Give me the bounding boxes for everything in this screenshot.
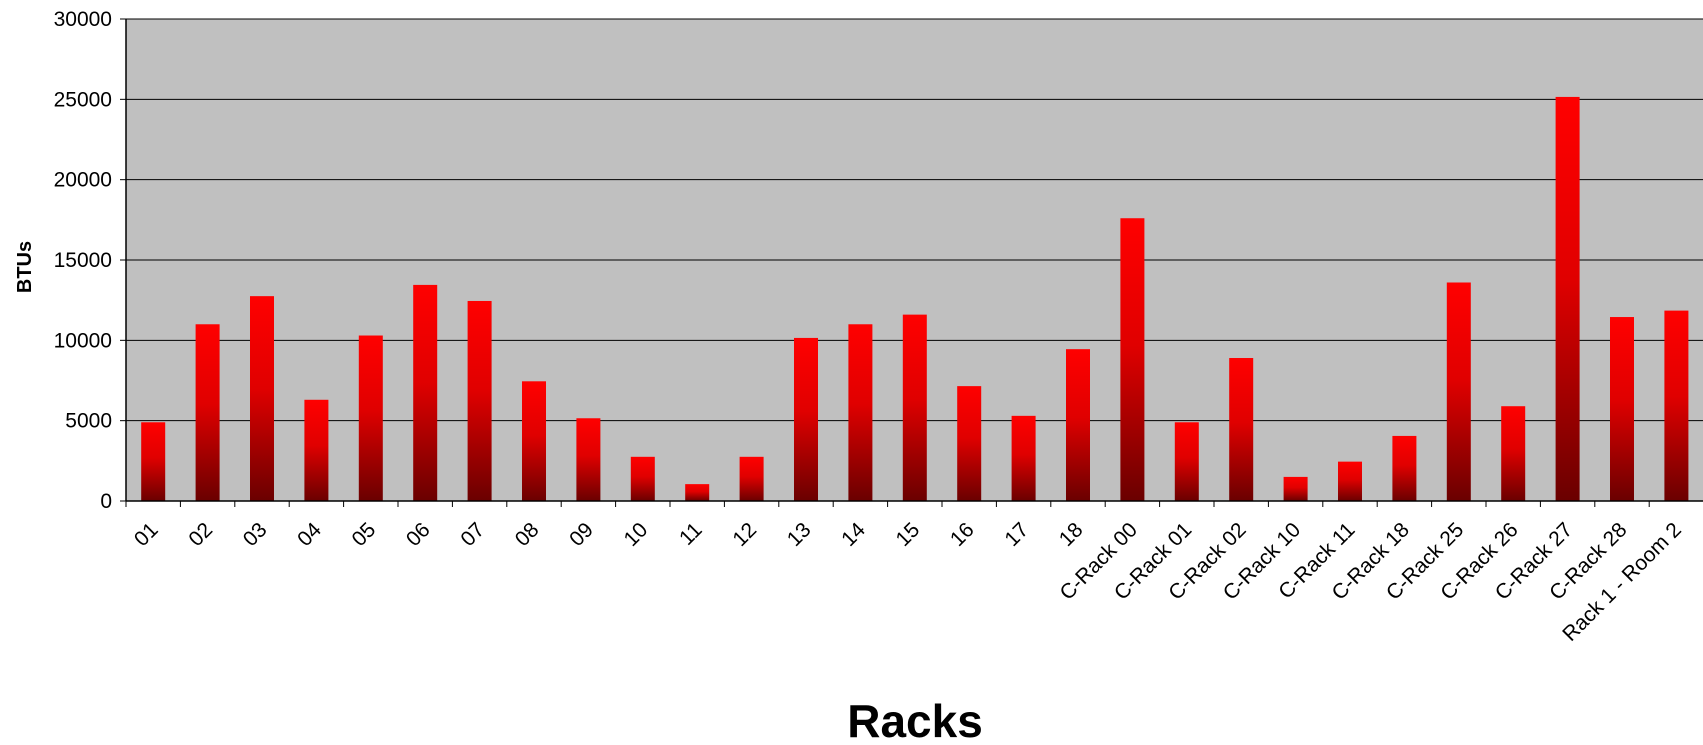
bar [304, 399, 329, 501]
bar [957, 386, 982, 501]
x-tick-label: 18 [1055, 518, 1088, 551]
x-tick-label: 11 [675, 518, 707, 550]
x-tick-label: 09 [565, 518, 598, 551]
y-tick-label: 30000 [54, 8, 112, 31]
bar [1555, 96, 1580, 501]
y-tick-label: 25000 [54, 88, 112, 111]
bar [902, 314, 927, 501]
bar [358, 335, 383, 501]
y-tick-label: 5000 [65, 410, 112, 433]
bar [576, 418, 601, 501]
x-tick-label: 03 [239, 518, 272, 551]
y-tick-label: 10000 [54, 329, 112, 352]
bar [195, 324, 220, 501]
y-axis-title: BTUs [14, 241, 36, 293]
bar [250, 296, 274, 501]
x-tick-label: 01 [130, 518, 163, 551]
bar [1392, 435, 1417, 501]
x-tick-label: 08 [511, 518, 544, 551]
bar [1446, 282, 1471, 501]
y-tick-label: 0 [100, 490, 112, 513]
bar [141, 422, 166, 501]
x-tick-label: 04 [293, 518, 326, 551]
bar [1283, 476, 1308, 501]
x-tick-label: 17 [1000, 518, 1033, 551]
bar [1338, 461, 1362, 501]
y-tick-label: 15000 [54, 249, 112, 272]
bar [1229, 358, 1254, 501]
axes [120, 18, 1703, 507]
bar [739, 456, 764, 501]
bar [413, 284, 438, 501]
y-tick-labels: 0 5000 10000 15000 20000 25000 30000 [54, 8, 112, 513]
bars [141, 96, 1689, 501]
bar [685, 484, 710, 501]
x-tick-label: 14 [837, 518, 870, 551]
x-tick-label: 07 [456, 518, 489, 551]
bar [848, 324, 873, 501]
bar [630, 456, 655, 501]
y-tick-label: 20000 [54, 169, 112, 192]
x-tick-label: 16 [946, 518, 979, 551]
bar [794, 337, 818, 501]
bar [1174, 422, 1199, 501]
bar [467, 300, 492, 501]
bar [1120, 218, 1145, 501]
x-tick-label: 02 [184, 518, 217, 551]
bar [522, 381, 546, 501]
x-tick-label: 06 [402, 518, 435, 551]
bar [1011, 415, 1036, 501]
bar [1066, 349, 1090, 501]
x-tick-label: 13 [783, 518, 816, 551]
x-tick-label: 15 [892, 518, 925, 551]
bar [1501, 406, 1526, 501]
bar [1610, 317, 1634, 501]
x-tick-labels: 01 02 03 04 05 06 07 08 09 10 11 12 13 14 15 16 17 18C-Ra… [130, 518, 1686, 646]
x-tick-label: 05 [348, 518, 381, 551]
x-tick-label: 10 [620, 518, 653, 551]
bar [1664, 310, 1689, 501]
x-axis-title: Racks [847, 695, 983, 745]
x-tick-label: 12 [728, 518, 761, 551]
